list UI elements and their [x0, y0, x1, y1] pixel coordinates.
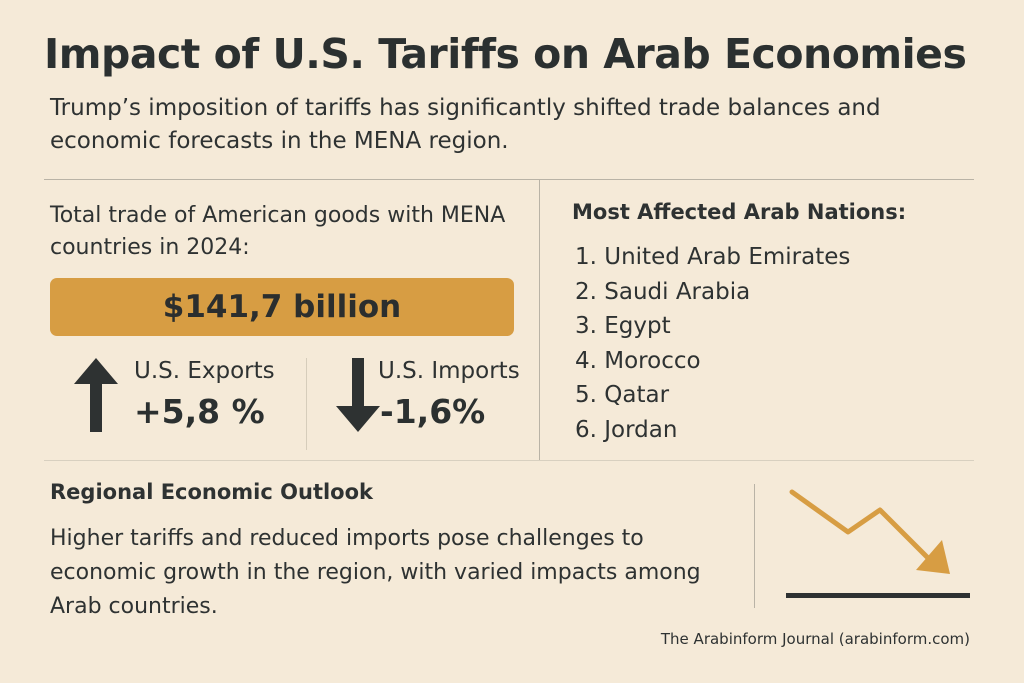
list-item: 2. Saudi Arabia: [575, 278, 751, 305]
middle-divider: [44, 460, 974, 461]
arrow-down-icon: [336, 358, 380, 432]
exports-label: U.S. Exports: [134, 358, 275, 384]
total-trade-badge: $141,7 billion: [50, 278, 514, 336]
total-trade-value: $141,7 billion: [162, 289, 402, 325]
outlook-heading: Regional Economic Outlook: [50, 480, 373, 504]
list-item: 3. Egypt: [575, 313, 671, 340]
top-divider: [44, 179, 974, 180]
page-subtitle: Trump’s imposition of tariffs has signif…: [50, 95, 881, 154]
list-item: 5. Qatar: [575, 382, 670, 409]
list-item: 4. Morocco: [575, 347, 701, 374]
declining-trend-icon: [786, 489, 970, 598]
arrow-up-icon: [74, 358, 118, 432]
footer-source: The Arabinform Journal (arabinform.com): [660, 630, 970, 648]
imports-label: U.S. Imports: [378, 358, 520, 384]
list-item: 6. Jordan: [575, 416, 678, 443]
stats-divider: [306, 358, 307, 450]
center-divider: [539, 180, 540, 460]
trade-label: Total trade of American goods with MENA …: [50, 203, 506, 260]
page-title: Impact of U.S. Tariffs on Arab Economies: [44, 30, 967, 78]
outlook-body: Higher tariffs and reduced imports pose …: [50, 526, 701, 619]
nations-heading: Most Affected Arab Nations:: [572, 200, 907, 224]
nations-list: 1. United Arab Emirates 2. Saudi Arabia …: [575, 240, 850, 448]
list-item: 1. United Arab Emirates: [575, 244, 851, 270]
imports-value: -1,6%: [380, 392, 486, 431]
exports-value: +5,8 %: [134, 392, 265, 431]
outlook-divider: [754, 484, 755, 608]
